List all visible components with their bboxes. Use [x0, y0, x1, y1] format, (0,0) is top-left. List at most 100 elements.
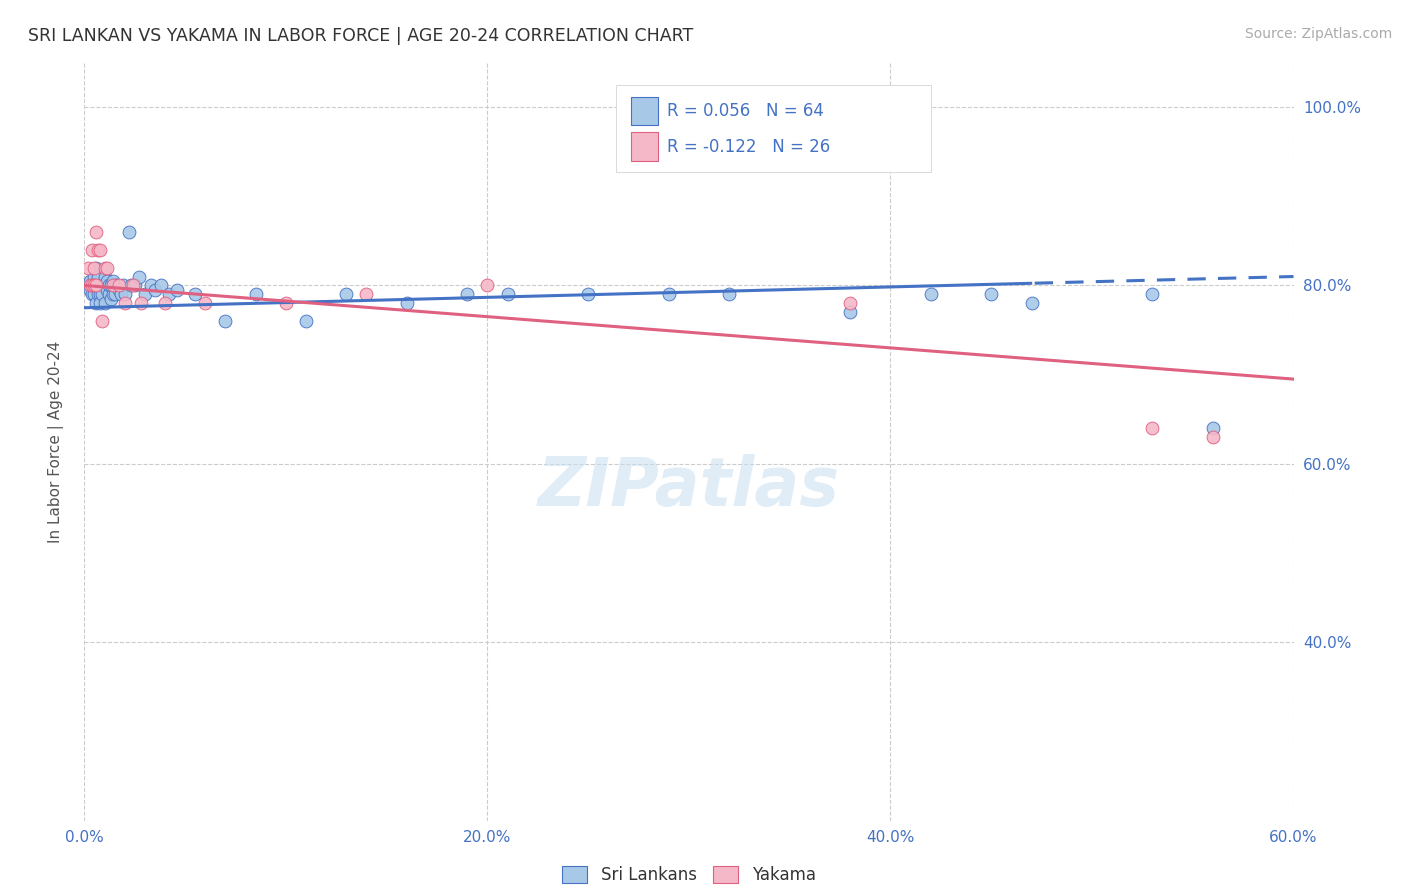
Point [89, 296, 111, 310]
Point [1202, 421, 1225, 435]
Point [166, 283, 188, 297]
Legend: Sri Lankans, Yakama: Sri Lankans, Yakama [555, 859, 823, 891]
Point [114, 287, 136, 301]
Point [86, 260, 108, 275]
Point [83, 278, 105, 293]
Point [87, 278, 110, 293]
Point [456, 287, 478, 301]
Point [87, 287, 110, 301]
Point [86, 296, 108, 310]
Point [1202, 430, 1225, 444]
Point [93, 296, 115, 310]
Point [920, 287, 942, 301]
Point [295, 314, 318, 328]
Point [110, 287, 132, 301]
Point [96, 274, 118, 288]
Point [477, 278, 499, 293]
Point [496, 287, 519, 301]
Point [105, 278, 128, 293]
FancyBboxPatch shape [616, 85, 931, 172]
Text: ZIPatlas: ZIPatlas [538, 454, 839, 520]
Point [839, 305, 862, 319]
Point [91, 314, 114, 328]
Point [87, 243, 110, 257]
Point [79, 283, 101, 297]
Point [980, 287, 1002, 301]
Point [83, 269, 105, 284]
Point [79, 274, 101, 288]
Point [576, 287, 599, 301]
Text: SRI LANKAN VS YAKAMA IN LABOR FORCE | AGE 20-24 CORRELATION CHART: SRI LANKAN VS YAKAMA IN LABOR FORCE | AG… [28, 27, 693, 45]
Point [274, 296, 297, 310]
Point [143, 283, 166, 297]
Point [129, 296, 152, 310]
Point [100, 278, 122, 293]
FancyBboxPatch shape [631, 132, 658, 161]
Text: R = -0.122   N = 26: R = -0.122 N = 26 [668, 137, 831, 155]
Point [96, 283, 118, 297]
Point [120, 278, 142, 293]
Point [79, 278, 101, 293]
Point [184, 287, 207, 301]
Point [97, 287, 120, 301]
Point [96, 260, 118, 275]
Point [82, 278, 104, 293]
Point [93, 278, 115, 293]
Point [124, 278, 146, 293]
Point [111, 278, 134, 293]
Point [101, 274, 124, 288]
Point [82, 287, 104, 301]
Point [86, 278, 108, 293]
Point [658, 287, 681, 301]
Point [139, 278, 162, 293]
Point [335, 287, 357, 301]
Point [149, 278, 172, 293]
Point [101, 278, 124, 293]
Point [82, 278, 104, 293]
Point [83, 260, 105, 275]
Point [86, 278, 108, 293]
Point [101, 287, 124, 301]
Point [100, 292, 122, 306]
Point [1142, 421, 1164, 435]
Point [104, 287, 127, 301]
Point [91, 287, 114, 301]
Point [97, 278, 120, 293]
Point [245, 287, 267, 301]
Point [157, 287, 180, 301]
Point [718, 287, 741, 301]
Point [1142, 287, 1164, 301]
Point [128, 269, 150, 284]
Point [118, 225, 141, 239]
Point [83, 278, 105, 293]
Point [82, 243, 104, 257]
Point [121, 278, 143, 293]
Point [89, 243, 111, 257]
Point [395, 296, 418, 310]
Point [83, 287, 105, 301]
Point [214, 314, 236, 328]
Point [77, 260, 100, 275]
Point [1021, 296, 1043, 310]
Point [77, 278, 100, 293]
Point [86, 225, 108, 239]
Point [839, 296, 862, 310]
Text: Source: ZipAtlas.com: Source: ZipAtlas.com [1244, 27, 1392, 41]
Point [356, 287, 378, 301]
Point [93, 269, 115, 284]
Point [153, 296, 176, 310]
Point [107, 283, 129, 297]
Point [93, 260, 115, 275]
Point [89, 278, 111, 293]
Point [114, 296, 136, 310]
FancyBboxPatch shape [631, 96, 658, 126]
Point [104, 278, 127, 293]
Point [134, 287, 156, 301]
Point [87, 269, 110, 284]
Point [107, 278, 129, 293]
Text: R = 0.056   N = 64: R = 0.056 N = 64 [668, 102, 824, 120]
Point [194, 296, 217, 310]
Point [91, 278, 114, 293]
Point [89, 287, 111, 301]
Y-axis label: In Labor Force | Age 20-24: In Labor Force | Age 20-24 [48, 341, 63, 542]
